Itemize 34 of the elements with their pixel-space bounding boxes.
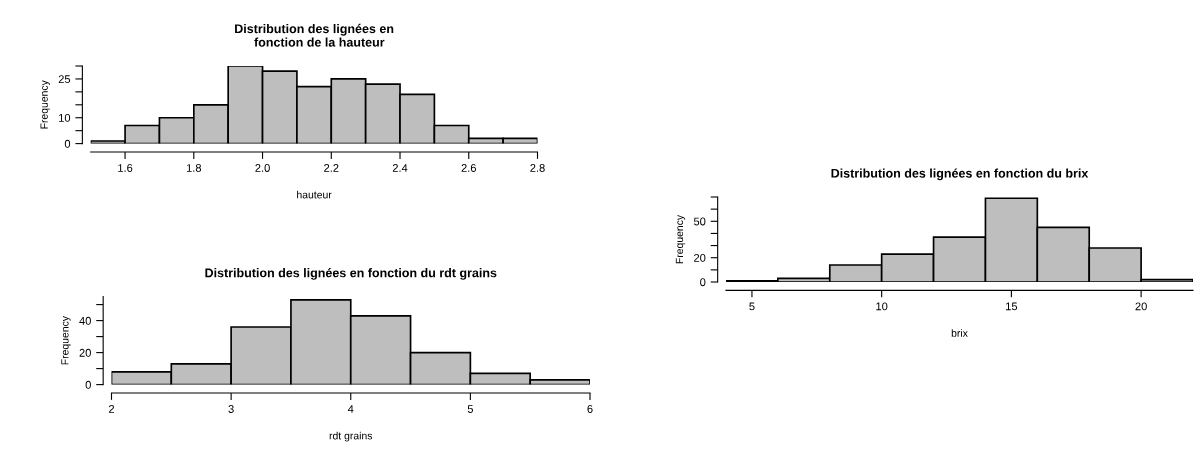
x-tick-label: 2.4: [392, 164, 408, 172]
chart-title: Distribution des lignées en fonction du rdt grains: [205, 267, 497, 280]
x-tick-label: 1.8: [186, 164, 202, 172]
y-tick-label: 10: [59, 114, 71, 122]
y-axis-title: Frequency: [675, 214, 686, 264]
x-tick-label: 2.0: [255, 164, 270, 172]
chart-title: Distribution des lignées en fonction de la hauteur: [235, 23, 394, 47]
y-axis-title: Frequency: [61, 316, 71, 365]
x-tick-label: 2: [108, 405, 115, 413]
y-tick-label: 0: [85, 380, 91, 389]
x-tick-label: 6: [587, 405, 593, 413]
y-tick-label: 40: [79, 316, 91, 325]
x-tick-label: 4: [347, 405, 354, 413]
y-tick-label: 0: [700, 278, 706, 287]
chart-title: Distribution des lignées en fonction du brix: [831, 168, 1089, 181]
x-axis-title: brix: [951, 329, 968, 337]
x-tick-label: 2.2: [324, 164, 339, 172]
x-tick-label: 10: [876, 302, 888, 311]
x-tick-label: 5: [467, 405, 473, 413]
y-tick-label: 0: [64, 139, 71, 148]
x-tick-label: 3: [228, 405, 234, 413]
x-tick-label: 2.6: [461, 164, 476, 172]
y-tick-label: 25: [58, 75, 71, 84]
x-tick-label: 15: [1006, 302, 1018, 311]
x-axis-title: rdt grains: [329, 431, 373, 442]
x-tick-label: 20: [1135, 302, 1147, 311]
y-axis-title: Frequency: [40, 80, 50, 129]
y-tick-label: 20: [79, 348, 91, 357]
x-tick-label: 5: [749, 302, 755, 311]
x-tick-label: 1.6: [118, 164, 133, 172]
x-tick-label: 2.8: [530, 164, 545, 172]
x-axis-title: hauteur: [297, 190, 332, 199]
y-tick-label: 50: [693, 217, 706, 226]
y-tick-label: 20: [694, 253, 706, 262]
